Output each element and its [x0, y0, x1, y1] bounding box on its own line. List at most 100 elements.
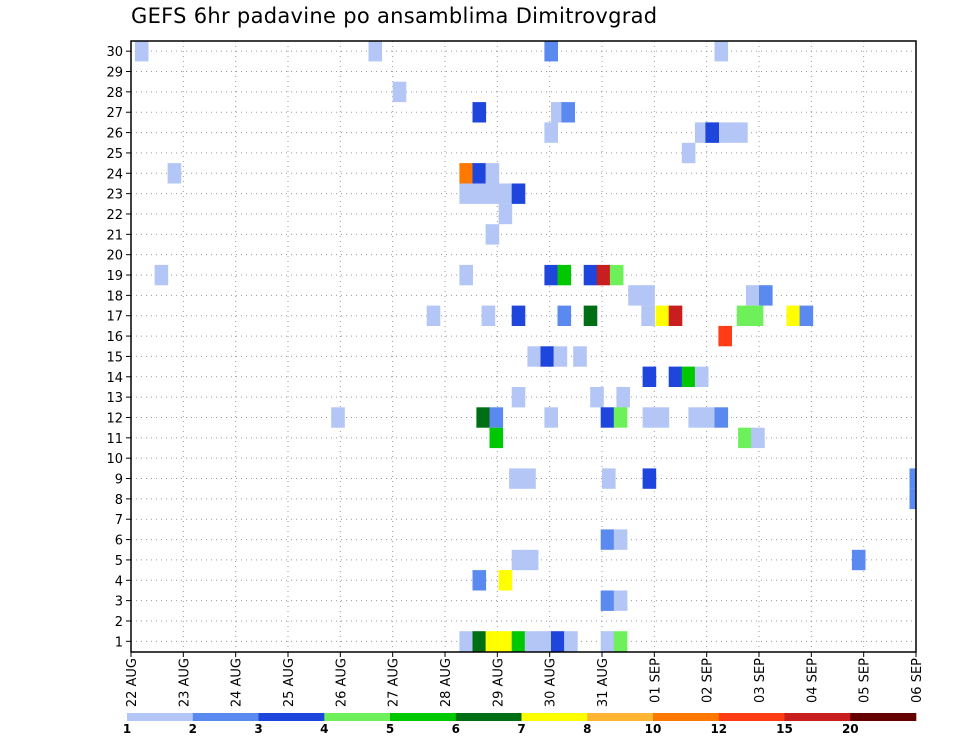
data-cell — [721, 122, 735, 143]
data-cell — [600, 407, 615, 428]
data-cell — [489, 407, 504, 428]
y-tick-label: 10 — [106, 452, 123, 467]
data-cell — [472, 102, 487, 123]
y-tick-label: 28 — [106, 86, 123, 101]
y-tick-label: 20 — [106, 249, 123, 264]
y-tick-label: 23 — [106, 188, 123, 203]
data-cell — [472, 631, 487, 652]
x-axis-ticks: 22 AUG 23 AUG 24 AUG 25 AUG 26 AUG 27 AUG 28 A… — [125, 652, 925, 707]
data-cell — [600, 529, 615, 550]
x-tick-label: 24 AUG — [230, 658, 245, 707]
data-cell — [613, 407, 628, 428]
colorbar-label: 12 — [710, 722, 727, 736]
data-cell — [472, 183, 487, 204]
colorbar-swatch — [784, 713, 851, 721]
data-cell — [600, 631, 615, 652]
data-cell — [557, 264, 572, 286]
y-tick-label: 11 — [106, 432, 123, 447]
data-cell — [544, 41, 558, 62]
data-cell — [600, 590, 615, 611]
x-tick-label: 28 AUG — [439, 658, 454, 707]
data-cell — [583, 264, 598, 286]
y-tick-label: 6 — [115, 534, 123, 549]
data-cell — [642, 468, 657, 489]
y-tick-label: 8 — [115, 493, 123, 508]
y-tick-label: 25 — [106, 147, 123, 162]
data-cell — [481, 305, 496, 326]
y-tick-label: 14 — [106, 371, 123, 386]
data-cell — [714, 41, 729, 62]
y-tick-label: 30 — [106, 45, 123, 60]
data-cell — [714, 407, 729, 428]
data-cell — [551, 631, 565, 652]
colorbar-swatch — [258, 713, 325, 721]
data-cell — [498, 203, 513, 225]
data-cell — [602, 468, 616, 489]
colorbar-label: 20 — [842, 722, 859, 736]
data-cell — [485, 224, 500, 245]
x-tick-label: 22 AUG — [125, 658, 140, 707]
y-tick-label: 2 — [115, 615, 123, 630]
y-tick-label: 3 — [115, 595, 123, 610]
x-tick-label: 03 SEP — [753, 658, 768, 703]
data-cell — [668, 305, 683, 326]
colorbar-swatch — [587, 713, 654, 721]
data-cell — [613, 590, 628, 611]
colorbar-label: 2 — [189, 722, 197, 736]
data-cell — [701, 407, 715, 428]
data-cell — [718, 325, 732, 347]
data-cell — [524, 549, 539, 571]
data-cell — [561, 102, 575, 123]
data-cell — [553, 346, 568, 367]
data-cell — [154, 264, 169, 286]
y-axis-ticks: 1234567891011121314151617181920212223242… — [106, 45, 131, 650]
data-cell — [134, 41, 149, 62]
data-cell — [641, 305, 655, 326]
y-tick-label: 1 — [115, 635, 123, 650]
y-tick-label: 9 — [115, 473, 123, 488]
data-cell — [613, 529, 628, 550]
data-cell — [786, 305, 801, 326]
colorbar-label: 1 — [123, 722, 131, 736]
y-tick-label: 19 — [106, 269, 123, 284]
data-cell — [573, 346, 587, 367]
data-cell — [655, 407, 670, 428]
data-cell — [527, 346, 541, 367]
data-cell — [694, 122, 709, 143]
data-cell — [511, 549, 526, 571]
colorbar-label: 4 — [320, 722, 328, 736]
colorbar-swatch — [718, 713, 785, 721]
data-cell — [459, 631, 473, 652]
x-tick-label: 05 SEP — [858, 658, 873, 703]
data-cell — [472, 570, 487, 591]
data-cell — [759, 285, 773, 306]
data-cell — [564, 631, 578, 652]
colorbar-label: 10 — [645, 722, 662, 736]
data-cell — [613, 631, 628, 652]
plot-frame — [130, 40, 917, 653]
colorbar-label: 6 — [452, 722, 460, 736]
y-tick-label: 26 — [106, 127, 123, 142]
data-cell — [368, 41, 383, 62]
data-cell — [459, 264, 473, 286]
y-tick-label: 24 — [106, 167, 123, 182]
data-cell — [331, 407, 345, 428]
x-tick-label: 27 AUG — [387, 658, 402, 707]
y-tick-label: 22 — [106, 208, 123, 223]
y-tick-label: 4 — [115, 574, 123, 589]
x-tick-label: 04 SEP — [805, 658, 820, 703]
y-tick-label: 15 — [106, 350, 123, 365]
y-tick-label: 18 — [106, 289, 123, 304]
data-cell — [799, 305, 814, 326]
data-cell — [426, 305, 441, 326]
data-cell — [909, 468, 916, 489]
y-tick-label: 21 — [106, 228, 123, 243]
data-cell — [509, 468, 523, 489]
y-tick-label: 12 — [106, 411, 123, 426]
colorbar-swatch — [455, 713, 522, 721]
y-tick-label: 29 — [106, 66, 123, 81]
data-cell — [655, 305, 670, 326]
data-cell — [537, 631, 552, 652]
data-cell — [392, 81, 407, 103]
